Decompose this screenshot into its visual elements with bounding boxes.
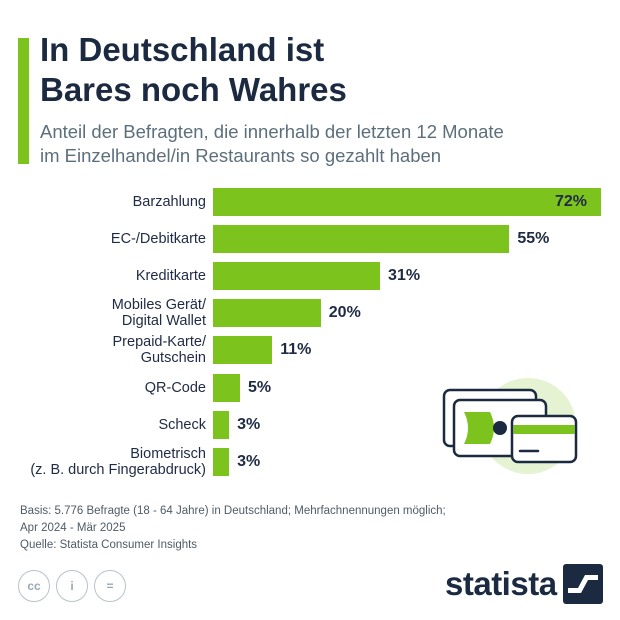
- subtitle-line-2: im Einzelhandel/in Restaurants so gezahl…: [40, 145, 442, 166]
- category-label-line: Biometrisch: [130, 445, 206, 462]
- category-label: QR-Code: [6, 380, 206, 396]
- category-label-line: EC-/Debitkarte: [110, 231, 206, 248]
- category-label-line: Scheck: [158, 416, 206, 433]
- credit-card-icon: [510, 414, 578, 464]
- credit-card-stripe-icon: [513, 425, 575, 434]
- subtitle: Anteil der Befragten, die innerhalb der …: [40, 120, 610, 168]
- value-label: 20%: [328, 304, 361, 322]
- value-label: 72%: [555, 193, 588, 210]
- category-label-line: QR-Code: [144, 379, 206, 396]
- bar: [213, 336, 273, 365]
- nd-icon[interactable]: =: [94, 570, 126, 602]
- category-label-line: Barzahlung: [132, 194, 206, 210]
- category-label-line: Prepaid-Karte/: [112, 334, 207, 351]
- license-icons[interactable]: cc i =: [18, 570, 126, 604]
- page-title: In Deutschland ist Bares noch Wahres: [40, 30, 600, 110]
- category-label: EC-/Debitkarte: [6, 231, 206, 247]
- category-label: Kreditkarte: [6, 268, 206, 284]
- category-label: Biometrisch (z. B. durch Fingerabdruck): [6, 446, 206, 478]
- bar: [213, 410, 230, 439]
- title-line-1: In Deutschland ist: [40, 31, 325, 68]
- category-label-line: Gutschein: [140, 350, 206, 367]
- bar: [213, 225, 510, 254]
- bar: [213, 373, 240, 402]
- title-line-2: Bares noch Wahres: [40, 71, 347, 108]
- category-label-line: (z. B. durch Fingerabdruck): [30, 461, 206, 478]
- cc-icon[interactable]: cc: [18, 570, 50, 602]
- category-label-line: Kreditkarte: [135, 268, 206, 285]
- value-label: 3%: [237, 452, 261, 470]
- category-label-line: Mobiles Gerät/: [111, 297, 206, 314]
- basis-line-1: Basis: 5.776 Befragte (18 - 64 Jahre) in…: [20, 505, 446, 517]
- banknote-coin-icon: [493, 421, 507, 435]
- by-icon[interactable]: i: [56, 570, 88, 602]
- bar: [213, 299, 321, 328]
- footer-notes: Basis: 5.776 Befragte (18 - 64 Jahre) in…: [20, 503, 560, 554]
- category-label-line: Digital Wallet: [121, 313, 206, 330]
- payment-illustration: [442, 378, 578, 474]
- category-label: Mobiles Gerät/Digital Wallet: [6, 297, 206, 329]
- value-label: 11%: [280, 341, 312, 359]
- statista-logo-icon: [562, 564, 603, 604]
- category-label: Scheck: [6, 417, 206, 433]
- value-label: 5%: [247, 378, 272, 396]
- source-line: Quelle: Statista Consumer Insights: [20, 539, 198, 551]
- bar: [213, 188, 601, 216]
- basis-line-2: Apr 2024 - Mär 2025: [20, 522, 126, 534]
- value-label: 55%: [517, 230, 550, 248]
- title-accent-bar: [18, 38, 29, 164]
- category-label: Barzahlung: [6, 194, 206, 210]
- subtitle-line-1: Anteil der Befragten, die innerhalb der …: [40, 121, 504, 142]
- banknote-band-icon: [464, 412, 494, 444]
- statista-brand[interactable]: statista: [445, 563, 603, 605]
- bar: [213, 447, 230, 476]
- value-label: 3%: [237, 415, 261, 433]
- category-label: Prepaid-Karte/Gutschein: [6, 334, 207, 367]
- value-label: 31%: [388, 267, 421, 285]
- brand-name: statista: [445, 565, 557, 602]
- bar: [213, 262, 381, 291]
